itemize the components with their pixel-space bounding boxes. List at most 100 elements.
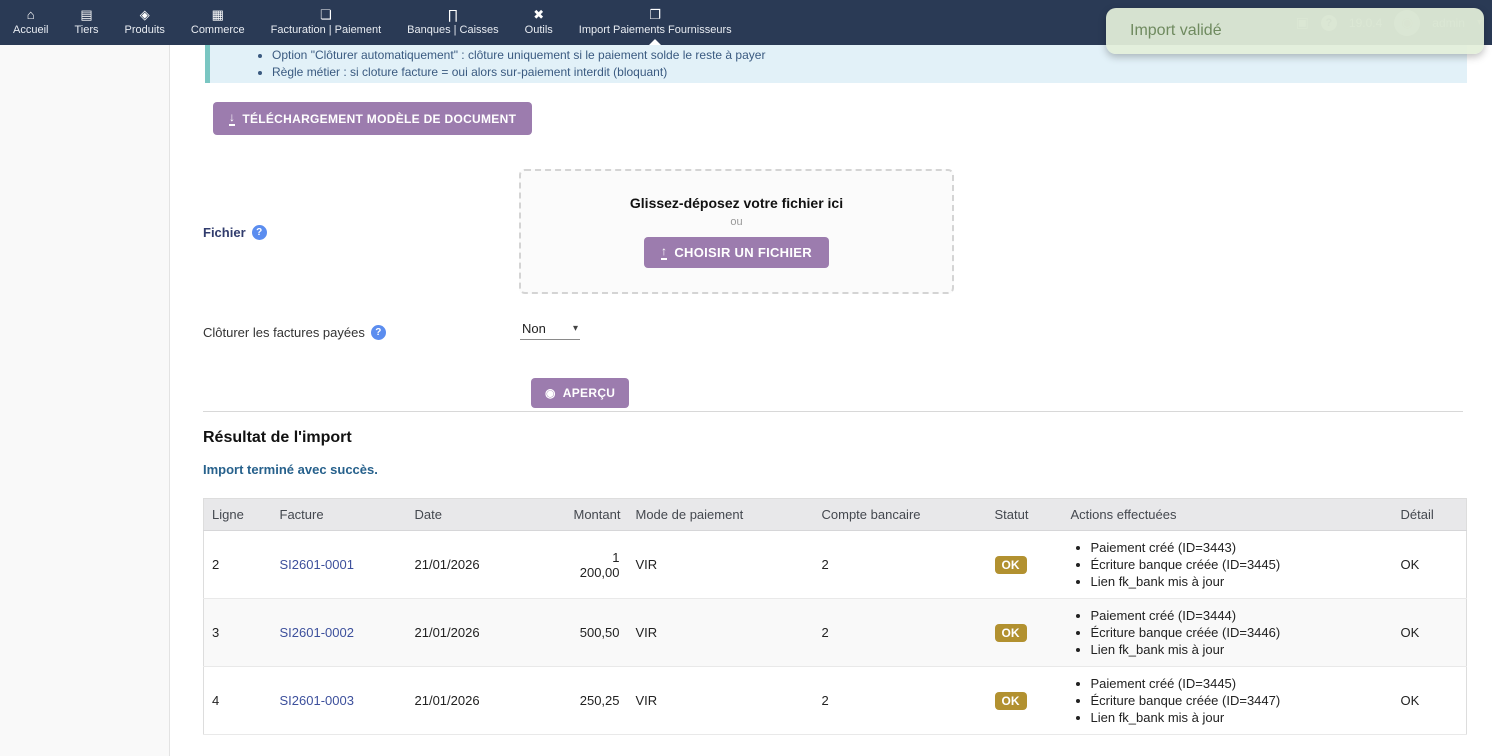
import-result-table: Ligne Facture Date Montant Mode de paiem… [203, 498, 1467, 735]
col-header-montant: Montant [565, 498, 628, 531]
action-item: Lien fk_bank mis à jour [1091, 641, 1385, 658]
choose-file-label: CHOISIR UN FICHIER [674, 245, 812, 260]
col-header-date: Date [406, 498, 566, 531]
col-header-facture: Facture [271, 498, 407, 531]
nav-item-label: Banques | Caisses [407, 23, 499, 36]
action-item: Écriture banque créée (ID=3446) [1091, 624, 1385, 641]
info-bullet: Règle métier : si cloture facture = oui … [272, 64, 1467, 81]
nav-item-banques-caisses[interactable]: ∏ Banques | Caisses [394, 0, 512, 45]
nav-item-produits[interactable]: ◈ Produits [112, 0, 178, 45]
cell-compte-bancaire: 2 [813, 666, 987, 735]
upload-icon: ↑ [661, 243, 668, 260]
cell-mode-paiement: VIR [627, 666, 814, 735]
action-item: Écriture banque créée (ID=3447) [1091, 692, 1385, 709]
info-bullet: Option "Clôturer automatiquement" : clôt… [272, 47, 1467, 64]
facture-link[interactable]: SI2601-0001 [279, 557, 354, 572]
action-item: Lien fk_bank mis à jour [1091, 573, 1385, 590]
import-paiements-icon: ❐ [649, 6, 662, 22]
preview-button[interactable]: ◉ APERÇU [531, 378, 630, 408]
cell-date: 21/01/2026 [406, 530, 566, 599]
cell-montant: 500,50 [565, 598, 628, 667]
table-row: 3 SI2601-0002 21/01/2026 500,50 VIR 2 OK… [203, 598, 1467, 667]
close-invoices-select-wrap: Non ▾ [520, 319, 580, 340]
toast-message: Import validé [1130, 22, 1222, 39]
nav-item-tiers[interactable]: ▤ Tiers [61, 0, 111, 45]
table-header-row: Ligne Facture Date Montant Mode de paiem… [203, 498, 1467, 531]
table-row: 2 SI2601-0001 21/01/2026 1 200,00 VIR 2 … [203, 530, 1467, 599]
close-invoices-label: Clôturer les factures payées ? [203, 325, 386, 340]
action-item: Lien fk_bank mis à jour [1091, 709, 1385, 726]
commerce-icon: ▦ [211, 6, 224, 22]
outils-icon: ✖ [533, 6, 545, 22]
nav-item-label: Produits [124, 23, 165, 36]
cell-date: 21/01/2026 [406, 598, 566, 667]
cell-ligne: 4 [203, 666, 272, 735]
divider [203, 411, 1463, 412]
choose-file-button[interactable]: ↑ CHOISIR UN FICHIER [644, 237, 829, 268]
action-item: Écriture banque créée (ID=3445) [1091, 556, 1385, 573]
facturation-icon: ❏ [320, 6, 332, 22]
col-header-compte-bancaire: Compte bancaire [813, 498, 987, 531]
cell-ligne: 3 [203, 598, 272, 667]
tiers-icon: ▤ [80, 6, 93, 22]
col-header-detail: Détail [1392, 498, 1467, 531]
cell-compte-bancaire: 2 [813, 598, 987, 667]
nav-item-commerce[interactable]: ▦ Commerce [178, 0, 258, 45]
nav-item-outils[interactable]: ✖ Outils [512, 0, 566, 45]
actions-list: Paiement créé (ID=3443) Écriture banque … [1071, 539, 1385, 590]
status-badge: OK [994, 691, 1027, 710]
file-help-icon[interactable]: ? [251, 225, 267, 240]
download-icon: ↓ [229, 109, 236, 126]
produits-icon: ◈ [139, 6, 150, 22]
cell-detail: OK [1392, 666, 1467, 735]
nav-item-facturation-paiement[interactable]: ❏ Facturation | Paiement [258, 0, 394, 45]
download-template-button[interactable]: ↓ TÉLÉCHARGEMENT MODÈLE DE DOCUMENT [213, 102, 533, 135]
close-invoices-select[interactable]: Non [520, 319, 580, 340]
cell-montant: 1 200,00 [565, 530, 628, 599]
download-template-label: TÉLÉCHARGEMENT MODÈLE DE DOCUMENT [242, 111, 517, 126]
status-badge: OK [994, 623, 1027, 642]
cell-detail: OK [1392, 530, 1467, 599]
file-field-label: Fichier ? [203, 225, 267, 240]
action-item: Paiement créé (ID=3445) [1091, 675, 1385, 692]
action-item: Paiement créé (ID=3443) [1091, 539, 1385, 556]
dropzone-or-text: ou [730, 216, 743, 228]
close-invoices-help-icon[interactable]: ? [370, 325, 386, 340]
banques-icon: ∏ [447, 6, 459, 22]
cell-detail: OK [1392, 598, 1467, 667]
left-sidebar [0, 45, 170, 756]
file-label-text: Fichier [203, 225, 246, 240]
nav-item-label: Accueil [13, 23, 49, 36]
col-header-mode-paiement: Mode de paiement [627, 498, 814, 531]
close-invoices-text: Clôturer les factures payées [203, 325, 365, 340]
home-icon: ⌂ [26, 6, 35, 22]
nav-item-label: Import Paiements Fournisseurs [578, 23, 732, 36]
actions-list: Paiement créé (ID=3445) Écriture banque … [1071, 675, 1385, 726]
cell-montant: 250,25 [565, 666, 628, 735]
dropzone-title: Glissez-déposez votre fichier ici [629, 195, 844, 211]
eye-icon: ◉ [545, 386, 556, 400]
status-badge: OK [994, 555, 1027, 574]
nav-item-label: Commerce [190, 23, 245, 36]
cell-compte-bancaire: 2 [813, 530, 987, 599]
nav-item-label: Outils [524, 23, 553, 36]
cell-mode-paiement: VIR [627, 598, 814, 667]
cell-mode-paiement: VIR [627, 530, 814, 599]
facture-link[interactable]: SI2601-0002 [279, 625, 354, 640]
facture-link[interactable]: SI2601-0003 [279, 693, 354, 708]
table-row: 4 SI2601-0003 21/01/2026 250,25 VIR 2 OK… [203, 666, 1467, 735]
result-section-title: Résultat de l'import [203, 429, 352, 446]
actions-list: Paiement créé (ID=3444) Écriture banque … [1071, 607, 1385, 658]
nav-item-label: Tiers [74, 23, 99, 36]
toast-notification: Import validé [1106, 8, 1484, 54]
nav-item-import-paiements-fournisseurs[interactable]: ❐ Import Paiements Fournisseurs [566, 0, 745, 45]
action-item: Paiement créé (ID=3444) [1091, 607, 1385, 624]
cell-ligne: 2 [203, 530, 272, 599]
cell-date: 21/01/2026 [406, 666, 566, 735]
nav-item-accueil[interactable]: ⌂ Accueil [0, 0, 61, 45]
file-dropzone[interactable]: Glissez-déposez votre fichier ici ou ↑ C… [519, 169, 954, 294]
preview-label: APERÇU [562, 386, 616, 400]
import-success-message: Import terminé avec succès. [203, 462, 378, 477]
nav-item-label: Facturation | Paiement [270, 23, 382, 36]
col-header-statut: Statut [986, 498, 1063, 531]
